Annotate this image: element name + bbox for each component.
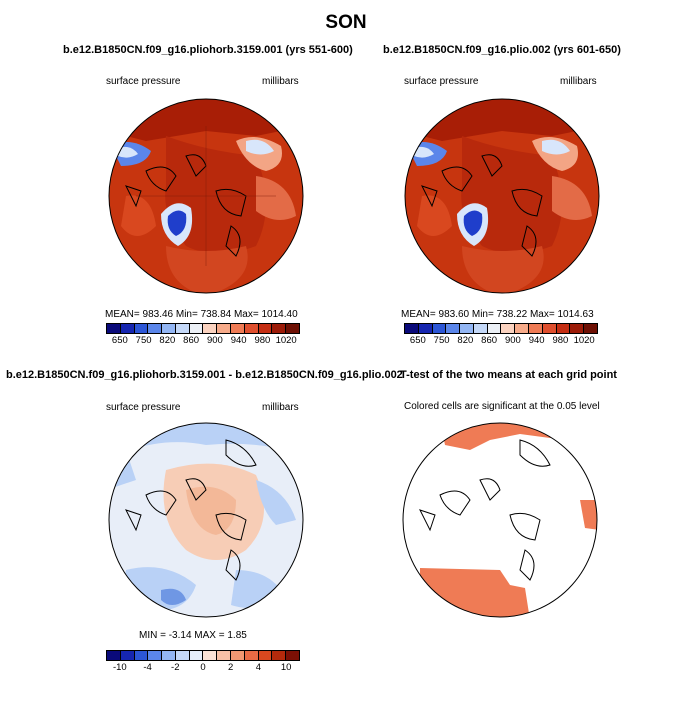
colorbar-tick-label: -4: [143, 662, 152, 673]
polar-map-top-left: [108, 98, 304, 294]
colorbar-tick-label: 4: [255, 662, 262, 673]
colorbar-swatch: [231, 651, 245, 660]
colorbar-swatch: [542, 324, 557, 333]
colorbar-tick-label: 1020: [573, 335, 595, 346]
figure-title: SON: [325, 12, 367, 33]
colorbar-top-left: [106, 323, 300, 334]
units-label-bottom-left: millibars: [262, 402, 299, 413]
panel-title-top-right: b.e12.B1850CN.f09_g16.plio.002 (yrs 601-…: [383, 44, 621, 56]
colorbar-swatch: [203, 324, 218, 333]
colorbar-tick-label: 650: [409, 335, 426, 346]
colorbar-swatch: [460, 324, 474, 333]
colorbar-swatch: [162, 324, 176, 333]
colorbar-swatch: [175, 651, 190, 660]
colorbar-swatch: [231, 324, 245, 333]
panel-title-top-left: b.e12.B1850CN.f09_g16.pliohorb.3159.001 …: [63, 44, 353, 56]
colorbar-tick-label: 0: [200, 662, 206, 673]
colorbar-swatch: [515, 324, 530, 333]
colorbar-tick-label: 820: [457, 335, 474, 346]
colorbar-tick-label: 980: [552, 335, 569, 346]
colorbar-swatch: [272, 324, 287, 333]
colorbar-swatch: [134, 651, 149, 660]
colorbar-swatch: [148, 324, 163, 333]
colorbar-tick-label: 980: [254, 335, 271, 346]
colorbar-swatch: [189, 324, 204, 333]
colorbar-tick-label: 820: [159, 335, 176, 346]
colorbar-swatch: [217, 324, 232, 333]
polar-map-bottom-right: [402, 422, 598, 618]
colorbar-swatch: [570, 324, 585, 333]
colorbar-swatch: [473, 324, 488, 333]
colorbar-tick-label: 900: [206, 335, 223, 346]
colorbar-swatch: [244, 651, 259, 660]
variable-label-top-right: surface pressure: [404, 76, 479, 87]
colorbar-swatch: [120, 651, 135, 660]
colorbar-swatch: [418, 324, 433, 333]
colorbar-ticks-top-left: 650 750 820 860 900 940 980 1020: [106, 335, 300, 347]
colorbar-swatch: [258, 651, 273, 660]
significance-note: Colored cells are significant at the 0.0…: [404, 401, 600, 412]
colorbar-tick-label: 860: [183, 335, 200, 346]
colorbar-top-right: [404, 323, 598, 334]
colorbar-tick-label: 750: [135, 335, 152, 346]
colorbar-tick-label: 650: [111, 335, 128, 346]
colorbar-tick-label: 750: [433, 335, 450, 346]
colorbar-swatch: [258, 324, 273, 333]
colorbar-tick-label: 1020: [275, 335, 297, 346]
colorbar-tick-label: -2: [171, 662, 180, 673]
colorbar-swatch: [286, 324, 299, 333]
polar-map-top-right: [404, 98, 600, 294]
colorbar-swatch: [107, 324, 121, 333]
colorbar-ticks-bottom-left: -10 -4 -2 0 2 4 10: [106, 662, 300, 674]
colorbar-swatch: [446, 324, 461, 333]
variable-label-top-left: surface pressure: [106, 76, 181, 87]
colorbar-tick-label: 940: [528, 335, 545, 346]
stats-top-right: MEAN= 983.60 Min= 738.22 Max= 1014.63: [401, 309, 594, 320]
colorbar-swatch: [148, 651, 163, 660]
stats-bottom-left: MIN = -3.14 MAX = 1.85: [139, 630, 247, 641]
colorbar-swatch: [405, 324, 419, 333]
colorbar-swatch: [501, 324, 516, 333]
colorbar-swatch: [584, 324, 597, 333]
colorbar-tick-label: 940: [230, 335, 247, 346]
colorbar-swatch: [556, 324, 571, 333]
colorbar-bottom-left: [106, 650, 300, 661]
variable-label-bottom-left: surface pressure: [106, 402, 181, 413]
colorbar-swatch: [432, 324, 447, 333]
colorbar-swatch: [272, 651, 287, 660]
panel-title-bottom-left: b.e12.B1850CN.f09_g16.pliohorb.3159.001 …: [6, 369, 403, 381]
colorbar-swatch: [120, 324, 135, 333]
colorbar-tick-label: -10: [112, 662, 127, 673]
colorbar-swatch: [244, 324, 259, 333]
colorbar-swatch: [107, 651, 121, 660]
units-label-top-left: millibars: [262, 76, 299, 87]
stats-top-left: MEAN= 983.46 Min= 738.84 Max= 1014.40: [105, 309, 298, 320]
colorbar-ticks-top-right: 650 750 820 860 900 940 980 1020: [404, 335, 598, 347]
panel-title-bottom-right: T-test of the two means at each grid poi…: [400, 369, 617, 381]
colorbar-tick-label: 860: [481, 335, 498, 346]
colorbar-swatch: [175, 324, 190, 333]
colorbar-swatch: [487, 324, 502, 333]
units-label-top-right: millibars: [560, 76, 597, 87]
colorbar-tick-label: 10: [280, 662, 292, 673]
colorbar-swatch: [286, 651, 299, 660]
colorbar-swatch: [134, 324, 149, 333]
colorbar-swatch: [217, 651, 232, 660]
colorbar-tick-label: 900: [504, 335, 521, 346]
polar-map-bottom-left: [108, 422, 304, 618]
colorbar-swatch: [162, 651, 176, 660]
colorbar-swatch: [529, 324, 543, 333]
colorbar-tick-label: 2: [228, 662, 234, 673]
colorbar-swatch: [189, 651, 204, 660]
colorbar-swatch: [203, 651, 218, 660]
